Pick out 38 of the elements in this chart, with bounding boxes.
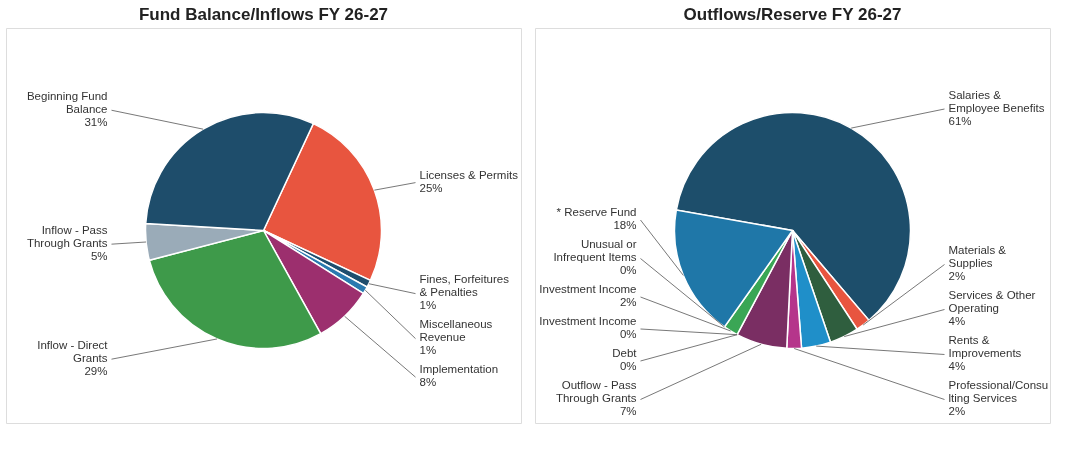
slice-label: Fines, Forfeitures & Penalties: [419, 273, 510, 299]
chart-title: Outflows/Reserve FY 26-27: [683, 5, 902, 24]
data-label: 31%: [84, 115, 108, 128]
chart-title: Fund Balance/Inflows FY 26-27: [138, 5, 389, 24]
slice-label: Professional/Consulting Services: [948, 379, 1049, 404]
slice-label: Salaries & Employee Benefits: [948, 88, 1045, 114]
data-label: 1%: [419, 299, 437, 312]
data-label: 2%: [619, 296, 637, 308]
slice-label: Inflow - Direct Grants: [37, 338, 109, 364]
data-label: 4%: [948, 360, 966, 372]
data-label: 2%: [948, 405, 966, 417]
data-label: 29%: [84, 364, 108, 377]
text: 0%: [619, 360, 637, 372]
category-label: Unusual or Infrequent Items: [553, 238, 637, 263]
text: 0%: [619, 264, 637, 276]
data-label: 2%: [948, 270, 966, 282]
slice-label: Rents & Improvements: [948, 334, 1022, 359]
slice-label: * Reserve Fund: [556, 206, 637, 218]
slice-label: Outflow - Pass Through Grants: [555, 379, 637, 404]
slice-label: Implementation: [419, 363, 499, 376]
data-label: 1%: [419, 344, 437, 357]
data-label: 25%: [419, 181, 443, 194]
slice-label: Licenses & Permits: [419, 168, 519, 181]
data-label: 18%: [613, 219, 637, 231]
slice-label: Services & Other Operating: [948, 289, 1036, 314]
slice-label: Beginning Fund Balance: [26, 89, 108, 115]
text: 0%: [619, 328, 637, 340]
slice-label: Materials & Supplies: [948, 244, 1007, 269]
slice-label: Investment Income: [539, 315, 637, 327]
slice-label: Miscellaneous Revenue: [419, 318, 493, 344]
slice-label: Inflow - Pass Through Grants: [26, 223, 108, 249]
category-label: Debt: [612, 347, 637, 359]
data-label: 4%: [948, 315, 966, 327]
data-label: 7%: [619, 405, 637, 417]
slice-label: Investment Income: [539, 283, 637, 295]
data-label: 5%: [90, 249, 108, 262]
data-label: 61%: [948, 114, 972, 127]
data-label: 8%: [419, 376, 437, 389]
